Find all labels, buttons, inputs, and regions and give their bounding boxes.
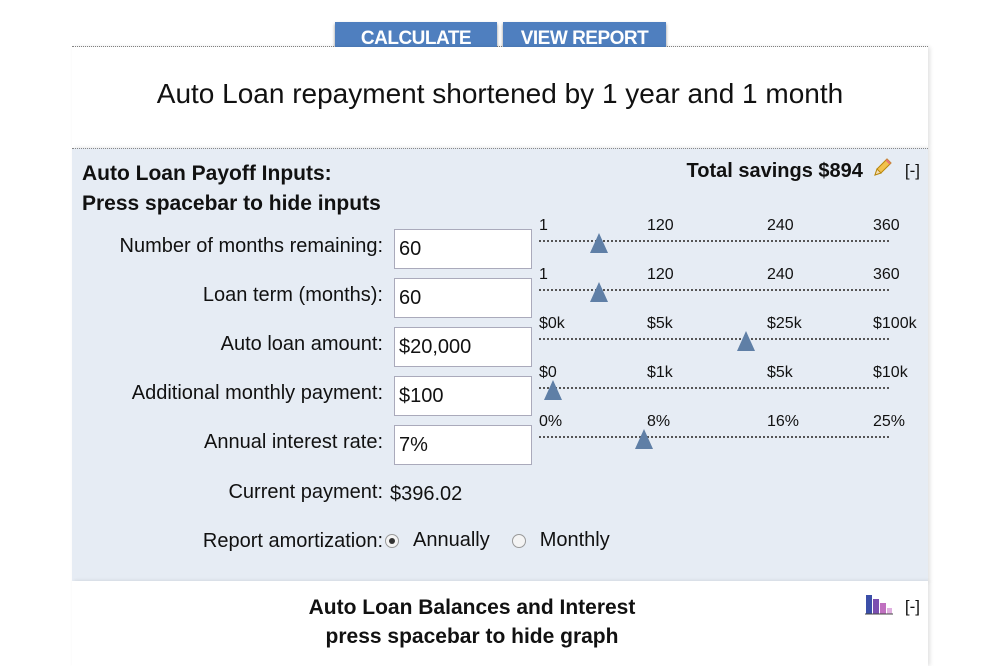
input-row-interest-rate: Annual interest rate: 7% 0% 8% 16% 25%	[72, 413, 928, 467]
graph-title-line1: Auto Loan Balances and Interest	[308, 596, 636, 619]
total-savings-text: Total savings $894	[686, 159, 863, 182]
total-savings: Total savings $894 [-]	[686, 157, 920, 185]
result-panel: Auto Loan repayment shortened by 1 year …	[72, 47, 928, 148]
slider-track[interactable]	[539, 338, 889, 340]
slider-tick-label: 360	[873, 266, 900, 283]
slider-tick-label: $5k	[767, 364, 793, 381]
inputs-title: Auto Loan Payoff Inputs: Press spacebar …	[82, 159, 381, 219]
amortization-options: Annually Monthly	[385, 529, 632, 552]
slider-tick-label: $25k	[767, 315, 802, 332]
inputs-title-line2: Press spacebar to hide inputs	[82, 192, 381, 215]
slider-tick-label: $0k	[539, 315, 565, 332]
input-row-loan-term: Loan term (months): 60 1 120 240 360	[72, 266, 928, 320]
top-divider	[72, 46, 928, 47]
bar-chart-icon[interactable]	[864, 593, 893, 620]
input-row-months-remaining: Number of months remaining: 60 1 120 240 360	[72, 217, 928, 271]
graph-panel: Auto Loan Balances and Interest press sp…	[72, 581, 928, 666]
loan-amount-label: Auto loan amount:	[220, 333, 383, 355]
slider-tick-label: 0%	[539, 413, 563, 430]
slider-track[interactable]	[539, 240, 889, 242]
input-row-additional-payment: Additional monthly payment: $100 $0 $1k $5k $…	[72, 364, 928, 418]
interest-rate-input[interactable]: 7%	[394, 425, 532, 465]
additional-payment-label: Additional monthly payment:	[131, 382, 383, 404]
months-remaining-input[interactable]: 60	[394, 229, 532, 269]
slider-tick-label: $0	[539, 364, 557, 381]
slider-track[interactable]	[539, 436, 889, 438]
current-payment-label: Current payment:	[228, 481, 383, 503]
slider-thumb[interactable]	[589, 282, 608, 302]
loan-amount-slider[interactable]: $0k $5k $25k $100k	[539, 315, 917, 367]
interest-rate-slider[interactable]: 0% 8% 16% 25%	[539, 413, 909, 465]
slider-thumb[interactable]	[544, 380, 562, 400]
slider-tick-label: 8%	[647, 413, 671, 430]
collapse-inputs-button[interactable]: [-]	[904, 161, 920, 180]
slider-tick-label: 1	[539, 266, 548, 283]
amortization-label: Report amortization:	[202, 530, 383, 552]
loan-term-label: Loan term (months):	[202, 284, 383, 306]
radio-annually-label[interactable]: Annually	[413, 529, 490, 551]
slider-tick-label: 1	[539, 217, 548, 234]
graph-title-line2: press spacebar to hide graph	[325, 625, 619, 648]
graph-title: Auto Loan Balances and Interest press sp…	[72, 593, 872, 651]
slider-track[interactable]	[539, 387, 889, 389]
interest-rate-label: Annual interest rate:	[204, 431, 383, 453]
slider-tick-label: $100k	[873, 315, 917, 332]
input-row-loan-amount: Auto loan amount: $20,000 $0k $5k $25k $100k	[72, 315, 928, 369]
graph-controls: [-]	[864, 593, 920, 620]
slider-tick-label: 120	[647, 266, 674, 283]
slider-thumb[interactable]	[589, 233, 608, 253]
loan-term-input[interactable]: 60	[394, 278, 532, 318]
loan-amount-input[interactable]: $20,000	[394, 327, 532, 367]
inputs-title-line1: Auto Loan Payoff Inputs:	[82, 162, 332, 185]
slider-tick-label: 240	[767, 266, 794, 283]
additional-payment-slider[interactable]: $0 $1k $5k $10k	[539, 364, 909, 416]
slider-tick-label: $10k	[873, 364, 908, 381]
slider-tick-label: 16%	[767, 413, 800, 430]
months-remaining-label: Number of months remaining:	[119, 235, 383, 257]
pencil-icon[interactable]	[871, 157, 893, 185]
inputs-panel: Auto Loan Payoff Inputs: Press spacebar …	[72, 148, 928, 582]
slider-tick-label: 25%	[873, 413, 906, 430]
months-remaining-slider[interactable]: 1 120 240 360	[539, 217, 909, 269]
slider-tick-label: 240	[767, 217, 794, 234]
slider-track[interactable]	[539, 289, 889, 291]
current-payment-value: $396.02	[390, 483, 463, 505]
loan-term-slider[interactable]: 1 120 240 360	[539, 266, 909, 318]
slider-tick-label: $5k	[647, 315, 673, 332]
radio-monthly-label[interactable]: Monthly	[539, 529, 610, 551]
additional-payment-input[interactable]: $100	[394, 376, 532, 416]
slider-tick-label: 360	[873, 217, 900, 234]
radio-annually[interactable]	[385, 533, 399, 548]
collapse-graph-button[interactable]: [-]	[904, 596, 920, 616]
slider-thumb[interactable]	[635, 429, 653, 449]
slider-tick-label: 120	[647, 217, 674, 234]
radio-monthly[interactable]	[511, 533, 526, 548]
result-headline: Auto Loan repayment shortened by 1 year …	[156, 78, 844, 109]
slider-tick-label: $1k	[647, 364, 673, 381]
slider-thumb[interactable]	[736, 331, 755, 351]
